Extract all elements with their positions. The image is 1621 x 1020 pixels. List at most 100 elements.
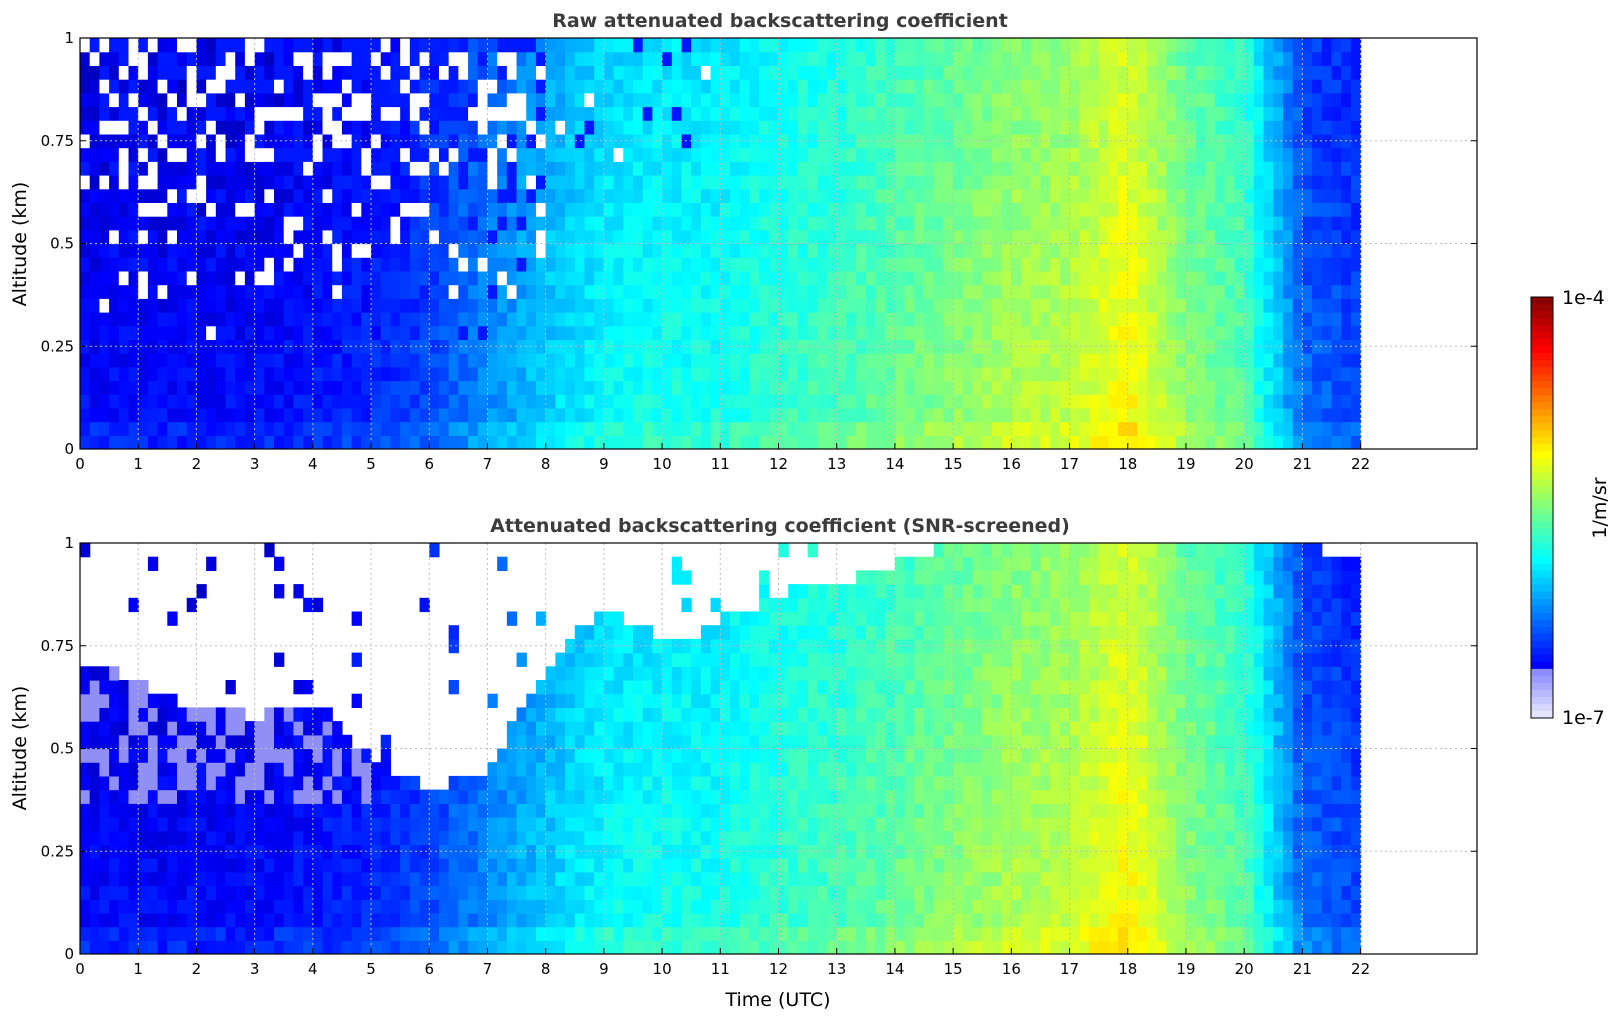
heatmap-cell <box>729 407 741 423</box>
heatmap-cell <box>1215 257 1226 272</box>
heatmap-cell <box>865 270 877 286</box>
heatmap-cell <box>1331 188 1342 203</box>
heatmap-cell <box>1021 92 1032 108</box>
heatmap-cell <box>429 188 440 203</box>
heatmap-cell <box>613 325 624 340</box>
heatmap-cell <box>671 216 683 231</box>
heatmap-cell <box>768 325 780 340</box>
heatmap-cell <box>80 380 91 395</box>
heatmap-cell <box>215 79 227 94</box>
heatmap-cell <box>545 106 556 121</box>
heatmap-cell <box>109 353 120 368</box>
heatmap-cell <box>1282 202 1294 217</box>
heatmap-cell <box>1069 270 1080 286</box>
heatmap-cell <box>235 830 246 845</box>
heatmap-cell <box>448 380 459 395</box>
heatmap-cell <box>1312 92 1323 108</box>
heatmap-cell <box>274 65 285 80</box>
heatmap-cell <box>206 92 217 108</box>
heatmap-cell <box>1108 161 1119 176</box>
heatmap-cell <box>1253 339 1265 354</box>
heatmap-cell <box>1302 243 1313 258</box>
heatmap-cell <box>177 38 188 53</box>
heatmap-cell <box>535 926 547 941</box>
heatmap-cell <box>468 339 479 354</box>
heatmap-cell <box>419 92 430 108</box>
heatmap-cell <box>303 597 314 613</box>
heatmap-cell <box>1127 51 1139 66</box>
heatmap-cell <box>1321 79 1333 94</box>
heatmap-cell <box>526 325 537 340</box>
heatmap-cell <box>109 680 120 695</box>
heatmap-cell <box>827 435 838 449</box>
heatmap-cell <box>555 120 566 135</box>
heatmap-cell <box>1253 366 1265 382</box>
heatmap-cell <box>322 366 333 382</box>
heatmap-cell <box>584 407 595 423</box>
x-axis-raw: 0 1 2 3 4 5 6 7 8 9 10 11 12 13 14 15 16 17 18 19 20 21 22 <box>75 443 1370 473</box>
heatmap-cell <box>264 543 275 558</box>
heatmap-cell <box>1195 284 1206 299</box>
heatmap-cell <box>1088 257 1100 272</box>
heatmap-cell <box>400 899 411 914</box>
heatmap-cell <box>817 353 828 368</box>
heatmap-cell <box>875 38 886 53</box>
heatmap-cell <box>99 270 110 286</box>
heatmap-cell <box>1127 339 1139 354</box>
heatmap-cell <box>487 762 498 777</box>
heatmap-cell <box>157 858 168 873</box>
heatmap-cell <box>177 339 188 354</box>
heatmap-cell <box>109 270 120 286</box>
heatmap-cell <box>312 421 324 436</box>
heatmap-cell <box>1244 92 1255 108</box>
heatmap-cell <box>972 188 983 203</box>
heatmap-cell <box>109 298 120 313</box>
heatmap-cell <box>244 940 256 954</box>
heatmap-cell <box>574 940 586 954</box>
heatmap-cell <box>419 284 430 299</box>
heatmap-cell <box>138 926 149 941</box>
heatmap-cell <box>1059 175 1071 190</box>
heatmap-cell <box>759 298 770 313</box>
heatmap-cell <box>244 229 256 245</box>
heatmap-cell <box>720 394 731 409</box>
heatmap-cell <box>759 339 770 354</box>
heatmap-cell <box>1302 325 1313 340</box>
heatmap-cell <box>914 366 925 382</box>
heatmap-cell <box>516 147 527 162</box>
heatmap-cell <box>827 92 838 108</box>
heatmap-cell <box>1098 312 1109 327</box>
heatmap-cell <box>574 257 586 272</box>
heatmap-cell <box>206 298 217 313</box>
heatmap-cell <box>1312 353 1323 368</box>
heatmap-cell <box>894 106 906 121</box>
heatmap-cell <box>303 734 314 750</box>
heatmap-cell <box>1195 65 1206 80</box>
heatmap-cell <box>1215 106 1226 121</box>
heatmap-cell <box>894 284 906 299</box>
heatmap-cell <box>836 175 848 190</box>
heatmap-cell <box>933 435 945 449</box>
heatmap-cell <box>225 366 236 382</box>
heatmap-cell <box>332 353 343 368</box>
heatmap-cell <box>768 120 780 135</box>
heatmap-cell <box>429 175 440 190</box>
heatmap-cell <box>768 366 780 382</box>
heatmap-cell <box>89 366 100 382</box>
heatmap-cell <box>244 243 256 258</box>
heatmap-cell <box>632 298 644 313</box>
heatmap-cell <box>526 885 537 900</box>
heatmap-cell <box>244 734 256 750</box>
heatmap-cell <box>89 133 100 149</box>
heatmap-cell <box>1137 257 1148 272</box>
heatmap-cell <box>225 858 236 873</box>
heatmap-cell <box>1069 133 1080 149</box>
heatmap-cell <box>186 926 198 941</box>
heatmap-cell <box>109 871 120 887</box>
heatmap-cell <box>361 120 372 135</box>
heatmap-cell <box>691 407 702 423</box>
heatmap-cell <box>186 748 198 763</box>
heatmap-cell <box>351 257 362 272</box>
heatmap-cell <box>662 243 673 258</box>
heatmap-cell <box>914 175 925 190</box>
